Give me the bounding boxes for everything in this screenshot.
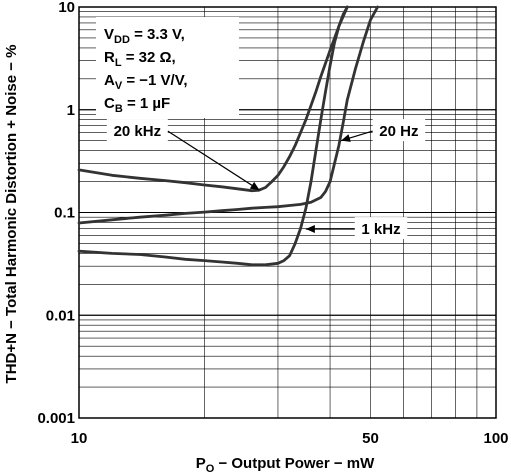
condition-subscript: V — [115, 80, 123, 92]
condition-symbol: R — [104, 49, 115, 66]
x-tick-label: 100 — [483, 430, 508, 447]
condition-symbol: V — [104, 26, 114, 43]
series-labels: 20 kHz 20 Hz 1 kHz — [106, 119, 426, 240]
y-axis-label: THD+N − Total Harmonic Distortion + Nois… — [3, 45, 20, 384]
series-label-bg — [354, 217, 408, 240]
series-line — [77, 5, 379, 225]
condition-subscript: L — [115, 57, 122, 69]
condition-subscript: B — [115, 103, 123, 115]
x-tick-label: 10 — [71, 430, 88, 447]
x-axis-label-rest: − Output Power − mW — [214, 455, 375, 472]
x-axis-label-main: P — [196, 455, 206, 472]
y-tick-label: 1 — [67, 102, 75, 119]
condition-value: = 1 µF — [123, 95, 170, 112]
x-axis-label: PO − Output Power − mW — [196, 455, 375, 474]
condition-line: CB = 1 µF — [104, 95, 170, 115]
condition-symbol: A — [104, 72, 115, 89]
series-line — [77, 5, 349, 193]
condition-value: = 3.3 V, — [130, 26, 185, 43]
y-tick-label: 0.001 — [37, 410, 75, 427]
series-label-arrowhead — [305, 225, 315, 234]
series-label: 20 Hz — [379, 123, 418, 140]
condition-subscript: DD — [114, 34, 130, 46]
series-label: 1 kHz — [361, 221, 400, 238]
condition-line: AV = −1 V/V, — [104, 72, 188, 92]
condition-line: RL = 32 Ω, — [104, 49, 176, 69]
series-label-bg — [372, 119, 426, 142]
series-curves — [77, 5, 379, 267]
tick-labels: 10 50 100 10 1 0.1 0.01 0.001 — [37, 0, 508, 447]
series-label: 20 kHz — [114, 123, 162, 140]
y-tick-label: 0.1 — [54, 205, 75, 222]
y-tick-label: 0.01 — [46, 307, 75, 324]
series-label-arrowhead — [249, 181, 260, 191]
y-tick-label: 10 — [58, 0, 75, 16]
series-line — [77, 5, 349, 267]
conditions-box: VDD = 3.3 V,RL = 32 Ω,AV = −1 V/V,CB = 1… — [96, 17, 239, 118]
condition-value: = 32 Ω, — [122, 49, 176, 66]
series-label-arrowhead — [341, 134, 351, 142]
series-label-bg — [106, 119, 168, 142]
grid — [78, 6, 497, 419]
series-label-leader — [167, 130, 260, 191]
condition-symbol: C — [104, 95, 115, 112]
conditions-background — [96, 17, 239, 118]
condition-value: = −1 V/V, — [122, 72, 187, 89]
x-axis-label-sub: O — [206, 463, 215, 474]
x-tick-label: 50 — [362, 430, 379, 447]
condition-line: VDD = 3.3 V, — [104, 26, 185, 46]
